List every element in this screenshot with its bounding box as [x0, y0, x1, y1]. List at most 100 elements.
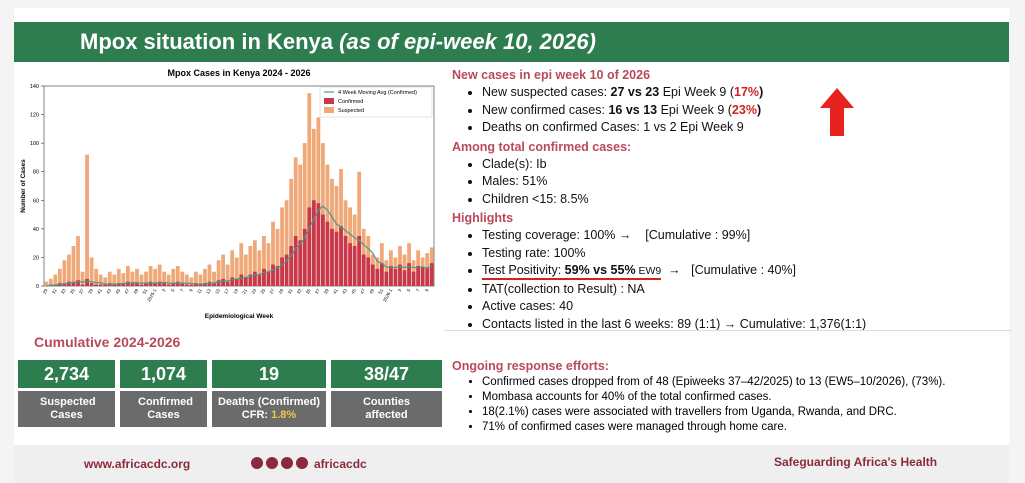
bar [420, 267, 425, 286]
card: 19 Deaths (Confirmed) CFR: 1.8% [212, 360, 326, 427]
bar [44, 281, 49, 286]
cumulative-heading: Cumulative 2024-2026 [34, 334, 181, 350]
bar [203, 283, 207, 286]
bar [89, 283, 94, 286]
bar [98, 284, 103, 286]
bar [225, 281, 230, 286]
bar [289, 246, 294, 286]
bar [203, 268, 207, 286]
bar [57, 268, 62, 286]
x-tick-label: 11 [196, 288, 203, 295]
x-tick-label: 9 [424, 288, 430, 293]
social-icons [251, 457, 308, 469]
x-tick-label: 7 [415, 288, 421, 293]
bar [325, 221, 330, 286]
bar [302, 143, 307, 286]
text: Confirmed Cases [138, 396, 193, 421]
text: 59% vs 55% [564, 263, 636, 277]
bar [139, 274, 144, 286]
bar [144, 283, 148, 286]
bar [94, 268, 99, 286]
card-label: Confirmed Cases [120, 391, 207, 427]
x-tick-label: 7 [179, 288, 185, 293]
x-tick-label: 15 [214, 288, 221, 295]
legend-label: Confirmed [338, 99, 363, 105]
bar [175, 266, 180, 286]
y-axis-label: Number of Cases [20, 159, 27, 213]
x-tick-label: 49 [368, 288, 375, 295]
item: Clade(s): Ib [482, 156, 1002, 174]
y-tick-label: 100 [30, 141, 39, 147]
x-tick-label: 21 [241, 288, 248, 295]
bar [289, 178, 294, 286]
bar [221, 254, 226, 286]
text: EW9 [635, 265, 662, 277]
bar [384, 271, 389, 286]
bar [234, 257, 239, 286]
bar [339, 226, 343, 286]
text: New suspected cases: [482, 85, 611, 99]
bar [94, 284, 99, 286]
card-value: 19 [212, 360, 326, 388]
underline: Test Positivity: 59% vs 55% EW9 [482, 263, 662, 280]
bar [103, 284, 108, 286]
text: Suspected Cases [40, 396, 96, 421]
x-tick-label: 29 [42, 288, 49, 295]
bar [293, 236, 298, 286]
card-label: Counties affected [331, 391, 442, 427]
bar [302, 228, 307, 286]
bar [216, 260, 221, 286]
list: Confirmed cases dropped from of 48 (Epiw… [452, 375, 1012, 435]
bar [162, 283, 167, 286]
bar [243, 277, 248, 286]
bar [343, 236, 348, 286]
bar [171, 283, 176, 286]
bar [239, 243, 244, 286]
legend-label: Suspected [338, 108, 364, 114]
bar [194, 283, 198, 286]
text: Counties affected [362, 396, 411, 421]
summary: New cases in epi week 10 of 2026 New sus… [452, 66, 1002, 336]
bar [361, 254, 366, 286]
bar [148, 266, 153, 286]
bar [230, 250, 235, 286]
bar [166, 284, 171, 286]
x-axis-label: Epidemiological Week [205, 313, 274, 320]
bar [352, 246, 357, 286]
bar [330, 228, 334, 286]
slide: Mpox situation in Kenya (as of epi-week … [14, 8, 1012, 483]
y-tick-label: 80 [33, 170, 39, 176]
list: Testing coverage: 100% → [Cumulative : 9… [452, 227, 1002, 333]
legend-swatch [324, 98, 334, 104]
list: Clade(s): Ib Males: 51% Children <15: 8.… [452, 156, 1002, 209]
bar [62, 283, 67, 286]
bar [225, 264, 230, 286]
x-tick-label: 33 [60, 288, 67, 295]
card-value: 38/47 [331, 360, 442, 388]
bar [366, 257, 371, 286]
x-tick-label: 51 [142, 288, 149, 295]
bar [262, 236, 266, 286]
chart-title: Mpox Cases in Kenya 2024 - 2026 [167, 68, 310, 78]
bar [298, 164, 303, 286]
heading: Highlights [452, 211, 514, 225]
bar [316, 203, 321, 286]
bar [280, 257, 284, 286]
bar [271, 264, 275, 286]
subtitle: (as of epi-week 10, 2026) [339, 29, 596, 54]
card-value: 1,074 [120, 360, 207, 388]
bar [184, 274, 189, 286]
y-tick-label: 20 [33, 255, 39, 261]
bar [411, 271, 416, 286]
bar [402, 254, 407, 286]
x-tick-label: 3 [397, 288, 403, 293]
text: CFR: 1.8% [212, 409, 326, 422]
bar [316, 117, 321, 286]
x-tick-label: 35 [69, 288, 76, 295]
item: Test Positivity: 59% vs 55% EW9 → [Cumul… [482, 262, 1002, 281]
bar [48, 278, 53, 286]
heading: Among total confirmed cases: [452, 139, 632, 154]
bar [53, 274, 58, 286]
bar [207, 281, 212, 286]
y-tick-label: 60 [33, 198, 39, 204]
